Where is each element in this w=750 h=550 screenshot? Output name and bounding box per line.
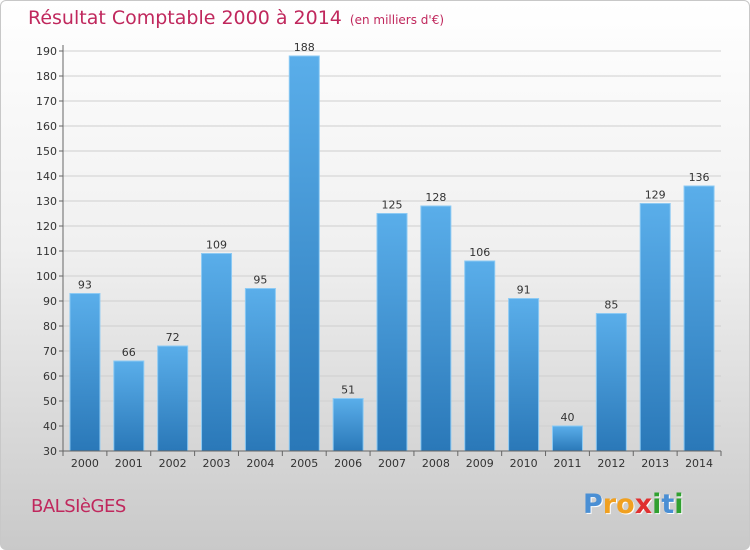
bar-2014: [683, 185, 715, 452]
x-axis: 2000 2001 2002 2003 2004 2005 2006 2007 2008 2009…: [62, 450, 722, 470]
logo-letter: r: [602, 489, 617, 520]
bars: 93 66 72 109 95 188 51 125 128 106 91 40 85 129 136: [69, 41, 715, 452]
y-tick-label: 40: [43, 420, 57, 433]
y-tick-label: 130: [36, 195, 57, 208]
x-tick-label: 2005: [290, 457, 318, 470]
bar-2012: [595, 313, 627, 452]
bar-2007: [376, 213, 408, 452]
bar-2003: [201, 253, 233, 452]
bar-2006: [332, 398, 364, 452]
x-tick-label: 2010: [510, 457, 538, 470]
value-label-2005: 188: [294, 41, 315, 54]
commune-name: BALSIèGES: [31, 496, 126, 517]
value-label-2012: 85: [604, 299, 618, 312]
x-tick-label: 2007: [378, 457, 406, 470]
value-label-2007: 125: [382, 199, 403, 212]
y-tick-label: 120: [36, 220, 57, 233]
x-tick-label: 2001: [115, 457, 143, 470]
value-label-2008: 128: [425, 191, 446, 204]
x-tick-label: 2004: [246, 457, 274, 470]
x-tick-label: 2014: [685, 457, 713, 470]
value-label-2013: 129: [645, 189, 666, 202]
y-axis: 30 40 50 60 70 80 90 100 110 120 130 140 150 160 170 18…: [36, 45, 64, 458]
bar-2011: [551, 425, 583, 452]
x-tick-label: 2008: [422, 457, 450, 470]
x-tick-label: 2009: [466, 457, 494, 470]
y-tick-label: 50: [43, 395, 57, 408]
value-label-2014: 136: [689, 171, 710, 184]
bar-2013: [639, 203, 671, 452]
value-label-2009: 106: [469, 246, 490, 259]
x-tick-label: 2000: [71, 457, 99, 470]
y-tick-label: 170: [36, 95, 57, 108]
y-tick-label: 30: [43, 445, 57, 458]
bar-2009: [464, 260, 496, 452]
bar-2008: [420, 205, 452, 452]
title-unit: (en milliers d'€): [349, 13, 445, 27]
value-label-2010: 91: [517, 284, 531, 297]
value-label-2006: 51: [341, 384, 355, 397]
value-label-2000: 93: [78, 279, 92, 292]
logo-letter: i: [652, 489, 662, 520]
y-tick-label: 70: [43, 345, 57, 358]
logo-letter: o: [616, 489, 635, 520]
value-label-2001: 66: [122, 346, 136, 359]
y-tick-label: 60: [43, 370, 57, 383]
value-label-2004: 95: [253, 274, 267, 287]
title-text: Résultat Comptable 2000 à 2014: [28, 7, 342, 29]
x-tick-label: 2006: [334, 457, 362, 470]
x-tick-label: 2002: [159, 457, 187, 470]
value-label-2011: 40: [560, 411, 574, 424]
chart-title: Résultat Comptable 2000 à 2014 (en millie…: [28, 7, 444, 29]
x-tick-label: 2003: [203, 457, 231, 470]
bar-2010: [508, 298, 540, 452]
y-tick-label: 90: [43, 295, 57, 308]
value-label-2002: 72: [166, 331, 180, 344]
y-tick-label: 180: [36, 70, 57, 83]
y-tick-label: 140: [36, 170, 57, 183]
y-tick-label: 80: [43, 320, 57, 333]
bar-2001: [113, 360, 145, 452]
y-tick-label: 110: [36, 245, 57, 258]
bar-2000: [69, 293, 101, 452]
bar-2002: [157, 345, 189, 452]
logo-letter: t: [661, 489, 675, 520]
y-tick-label: 150: [36, 145, 57, 158]
logo-letter: x: [634, 489, 653, 520]
value-label-2003: 109: [206, 239, 227, 252]
proxiti-logo: Proxiti: [583, 489, 684, 520]
x-tick-label: 2012: [597, 457, 625, 470]
x-tick-label: 2011: [553, 457, 581, 470]
bar-2005: [288, 55, 320, 452]
y-tick-label: 100: [36, 270, 57, 283]
bar-2004: [244, 288, 276, 452]
logo-letter: P: [583, 489, 603, 520]
x-tick-label: 2013: [641, 457, 669, 470]
y-tick-label: 190: [36, 45, 57, 58]
logo-letter: i: [674, 489, 684, 520]
y-tick-label: 160: [36, 120, 57, 133]
